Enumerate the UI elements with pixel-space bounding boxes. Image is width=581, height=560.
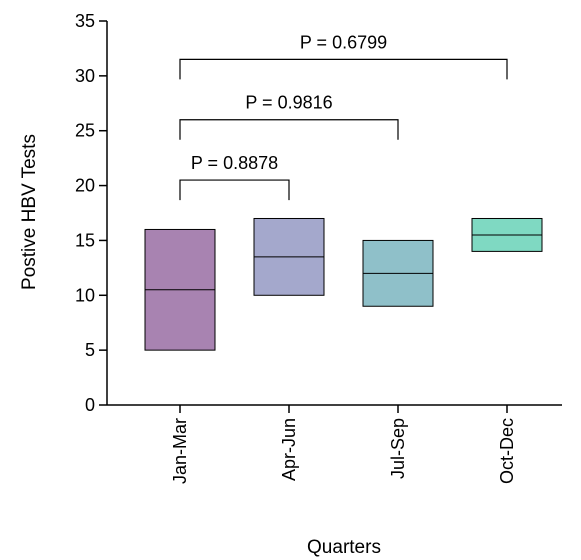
y-tick-label: 20 <box>75 176 95 196</box>
y-tick-label: 10 <box>75 285 95 305</box>
x-tick-label: Jan-Mar <box>170 418 190 484</box>
y-tick-label: 25 <box>75 121 95 141</box>
x-tick-label: Jul-Sep <box>388 418 408 479</box>
x-axis-label: Quarters <box>307 537 381 558</box>
boxes-layer <box>145 218 542 350</box>
comparison-brackets: P = 0.8878 P = 0.9816 P = 0.6799 <box>180 32 507 200</box>
comparison-bracket <box>180 180 289 200</box>
p-value-label: P = 0.6799 <box>300 32 387 52</box>
p-value-label: P = 0.8878 <box>191 153 278 173</box>
comparison-bracket <box>180 120 398 140</box>
y-tick-label: 35 <box>75 11 95 31</box>
y-tick-label: 15 <box>75 230 95 250</box>
x-tick-label: Oct-Dec <box>497 418 517 484</box>
p-value-label: P = 0.9816 <box>245 93 332 113</box>
y-axis-label: Postive HBV Tests <box>19 134 40 290</box>
comparison-bracket <box>180 59 507 79</box>
x-ticks: Jan-Mar Apr-Jun Jul-Sep Oct-Dec <box>170 405 517 484</box>
y-tick-label: 30 <box>75 66 95 86</box>
x-tick-label: Apr-Jun <box>279 418 299 481</box>
y-ticks: 0 5 10 15 20 25 30 35 <box>75 11 107 415</box>
y-tick-label: 0 <box>85 395 95 415</box>
y-tick-label: 5 <box>85 340 95 360</box>
